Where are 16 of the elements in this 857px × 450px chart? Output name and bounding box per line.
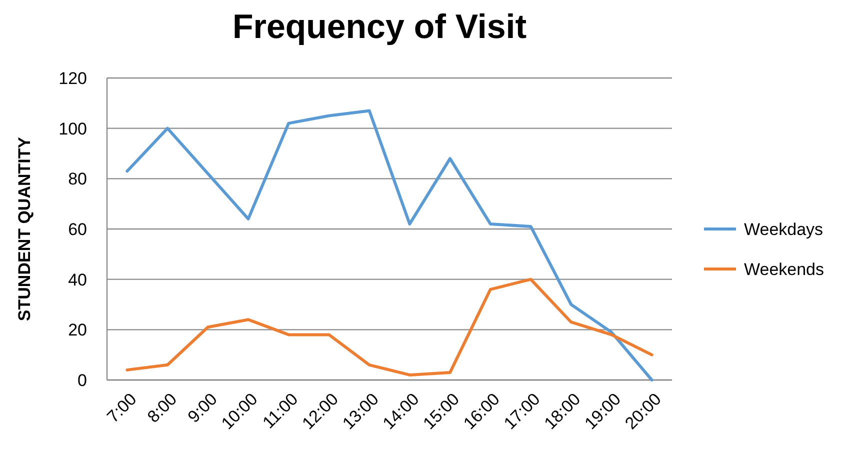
line-series — [126, 278, 654, 376]
y-tick-label: 120 — [58, 68, 87, 88]
y-axis-title: STUNDENT QUANTITY — [15, 136, 34, 322]
y-tick-label: 40 — [68, 270, 87, 290]
line-series — [126, 109, 654, 382]
legend-label: Weekdays — [744, 220, 824, 239]
legend-label: Weekends — [744, 260, 824, 279]
y-tick-label: 80 — [68, 170, 87, 189]
chart-title: Frequency of Visit — [232, 8, 527, 46]
y-tick-label: 60 — [68, 220, 87, 239]
y-tick-label: 20 — [68, 320, 87, 340]
x-tick-label: 9:00 — [184, 390, 221, 426]
x-tick-label: 7:00 — [103, 390, 140, 426]
y-tick-label: 0 — [78, 370, 87, 390]
x-tick-label: 8:00 — [144, 390, 181, 426]
y-tick-label: 100 — [58, 119, 87, 138]
